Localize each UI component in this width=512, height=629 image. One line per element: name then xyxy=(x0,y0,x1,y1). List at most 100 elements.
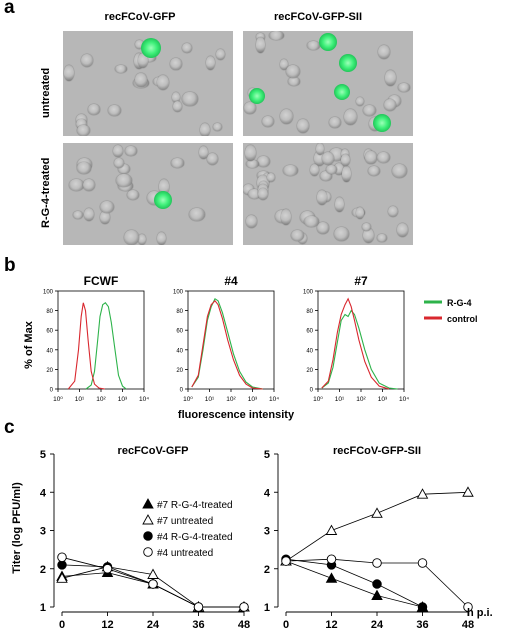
column-heading-recfcov-gfp: recFCoV-GFP xyxy=(104,11,176,23)
cell xyxy=(329,116,341,128)
data-point-open-triangle xyxy=(416,488,429,499)
x-tick-label: 10⁰ xyxy=(183,396,193,403)
data-point-open-triangle xyxy=(371,507,383,518)
titer-chart-title: recFCoV-GFP xyxy=(118,445,189,457)
cell xyxy=(243,184,255,195)
histogram-series-r-g-4 xyxy=(85,302,127,390)
histogram-series-r-g-4 xyxy=(191,297,263,390)
cell xyxy=(355,206,365,220)
y-tick-label: 5 xyxy=(40,449,46,461)
histogram-frame xyxy=(57,290,145,390)
y-tick-label: 20 xyxy=(176,368,183,374)
cell xyxy=(76,162,92,174)
cell xyxy=(170,57,182,70)
y-tick-label: 1 xyxy=(264,602,270,614)
cell xyxy=(245,215,258,228)
x-tick-label: 0 xyxy=(59,619,65,629)
cell xyxy=(269,31,284,41)
gfp-positive-cell xyxy=(339,53,358,72)
gfp-positive-cell xyxy=(333,83,350,100)
x-tick-label: 10⁴ xyxy=(139,396,149,403)
data-point-open-circle xyxy=(148,579,158,589)
x-tick-label: 48 xyxy=(238,619,250,629)
cell xyxy=(118,164,131,175)
cell xyxy=(387,206,399,218)
gfp-positive-cell xyxy=(141,37,162,58)
y-tick-label: 60 xyxy=(176,329,183,335)
cell xyxy=(189,207,205,221)
panel-c-letter: c xyxy=(4,417,15,438)
y-tick-label: 40 xyxy=(306,348,313,354)
cell xyxy=(355,96,365,107)
legend-marker-open-circle xyxy=(143,547,153,557)
cell xyxy=(334,197,344,212)
histogram-legend: R-G-4 control xyxy=(424,298,478,324)
cell xyxy=(64,64,75,81)
legend-label-r-g-4: R-G-4 xyxy=(447,298,472,308)
data-point-open-triangle xyxy=(325,524,338,535)
y-tick-label: 2 xyxy=(40,564,46,576)
cell xyxy=(377,151,391,163)
cell xyxy=(279,58,289,70)
cell xyxy=(363,227,375,244)
histogram-frame xyxy=(187,290,275,390)
x-tick-label: 10² xyxy=(226,396,236,403)
data-point-open-circle xyxy=(193,602,204,612)
legend-marker-open-triangle xyxy=(142,514,154,525)
cell xyxy=(135,72,147,88)
cell xyxy=(244,102,257,114)
y-tick-label: 100 xyxy=(173,290,184,296)
cell xyxy=(81,54,94,67)
micrograph-gfp-sii-untreated xyxy=(243,31,413,136)
data-point-open-triangle xyxy=(56,572,68,583)
cell xyxy=(125,145,137,156)
data-point-open-circle xyxy=(326,554,337,564)
legend-marker-filled-triangle xyxy=(142,498,154,509)
cell xyxy=(256,155,270,168)
x-tick-label: 12 xyxy=(325,619,337,629)
cell xyxy=(172,100,183,112)
x-tick-label: 10⁴ xyxy=(269,396,279,403)
titer-legend: #7 R-G-4-treated #7 untreated #4 R-G-4-t… xyxy=(142,498,233,559)
y-tick-label: 3 xyxy=(264,526,270,538)
x-tick-label: 10² xyxy=(356,396,366,403)
cell xyxy=(262,115,275,128)
cell xyxy=(68,178,85,191)
titer-series-line xyxy=(285,491,469,562)
histogram-series-control xyxy=(321,297,390,390)
cell xyxy=(99,200,114,213)
y-tick-label: 80 xyxy=(176,309,183,315)
cell xyxy=(391,164,408,179)
cell xyxy=(156,75,169,91)
cell xyxy=(84,208,95,221)
x-tick-label: 10¹ xyxy=(205,396,215,403)
cell xyxy=(342,165,351,182)
y-tick-label: 80 xyxy=(46,309,53,315)
cell xyxy=(134,39,145,50)
cell xyxy=(72,211,84,220)
histogram-series-control xyxy=(67,302,105,390)
data-point-filled-circle xyxy=(417,602,428,612)
y-tick-label: 1 xyxy=(40,602,46,614)
x-tick-label: 10³ xyxy=(248,396,258,403)
y-tick-label: 4 xyxy=(264,487,271,499)
gfp-positive-cell xyxy=(373,114,392,133)
y-tick-label: 40 xyxy=(176,348,183,354)
cell xyxy=(257,188,268,201)
data-point-open-triangle xyxy=(462,486,474,497)
cell xyxy=(182,91,198,107)
cell xyxy=(362,104,377,117)
cell xyxy=(313,150,326,166)
y-tick-label: 5 xyxy=(264,449,270,461)
data-point-filled-circle xyxy=(372,579,382,589)
flow-cytometry-histograms: % of Max fluorescence intensity FCWF 0 20 4… xyxy=(23,274,478,421)
y-tick-label: 20 xyxy=(46,368,53,374)
cell xyxy=(321,151,335,165)
x-tick-label: 36 xyxy=(192,619,204,629)
cell xyxy=(157,231,167,245)
micrograph-gfp-r-g-4-treated xyxy=(63,143,233,245)
x-tick-label: 12 xyxy=(101,619,113,629)
cell xyxy=(116,173,132,187)
x-tick-label: 10⁰ xyxy=(313,396,323,403)
